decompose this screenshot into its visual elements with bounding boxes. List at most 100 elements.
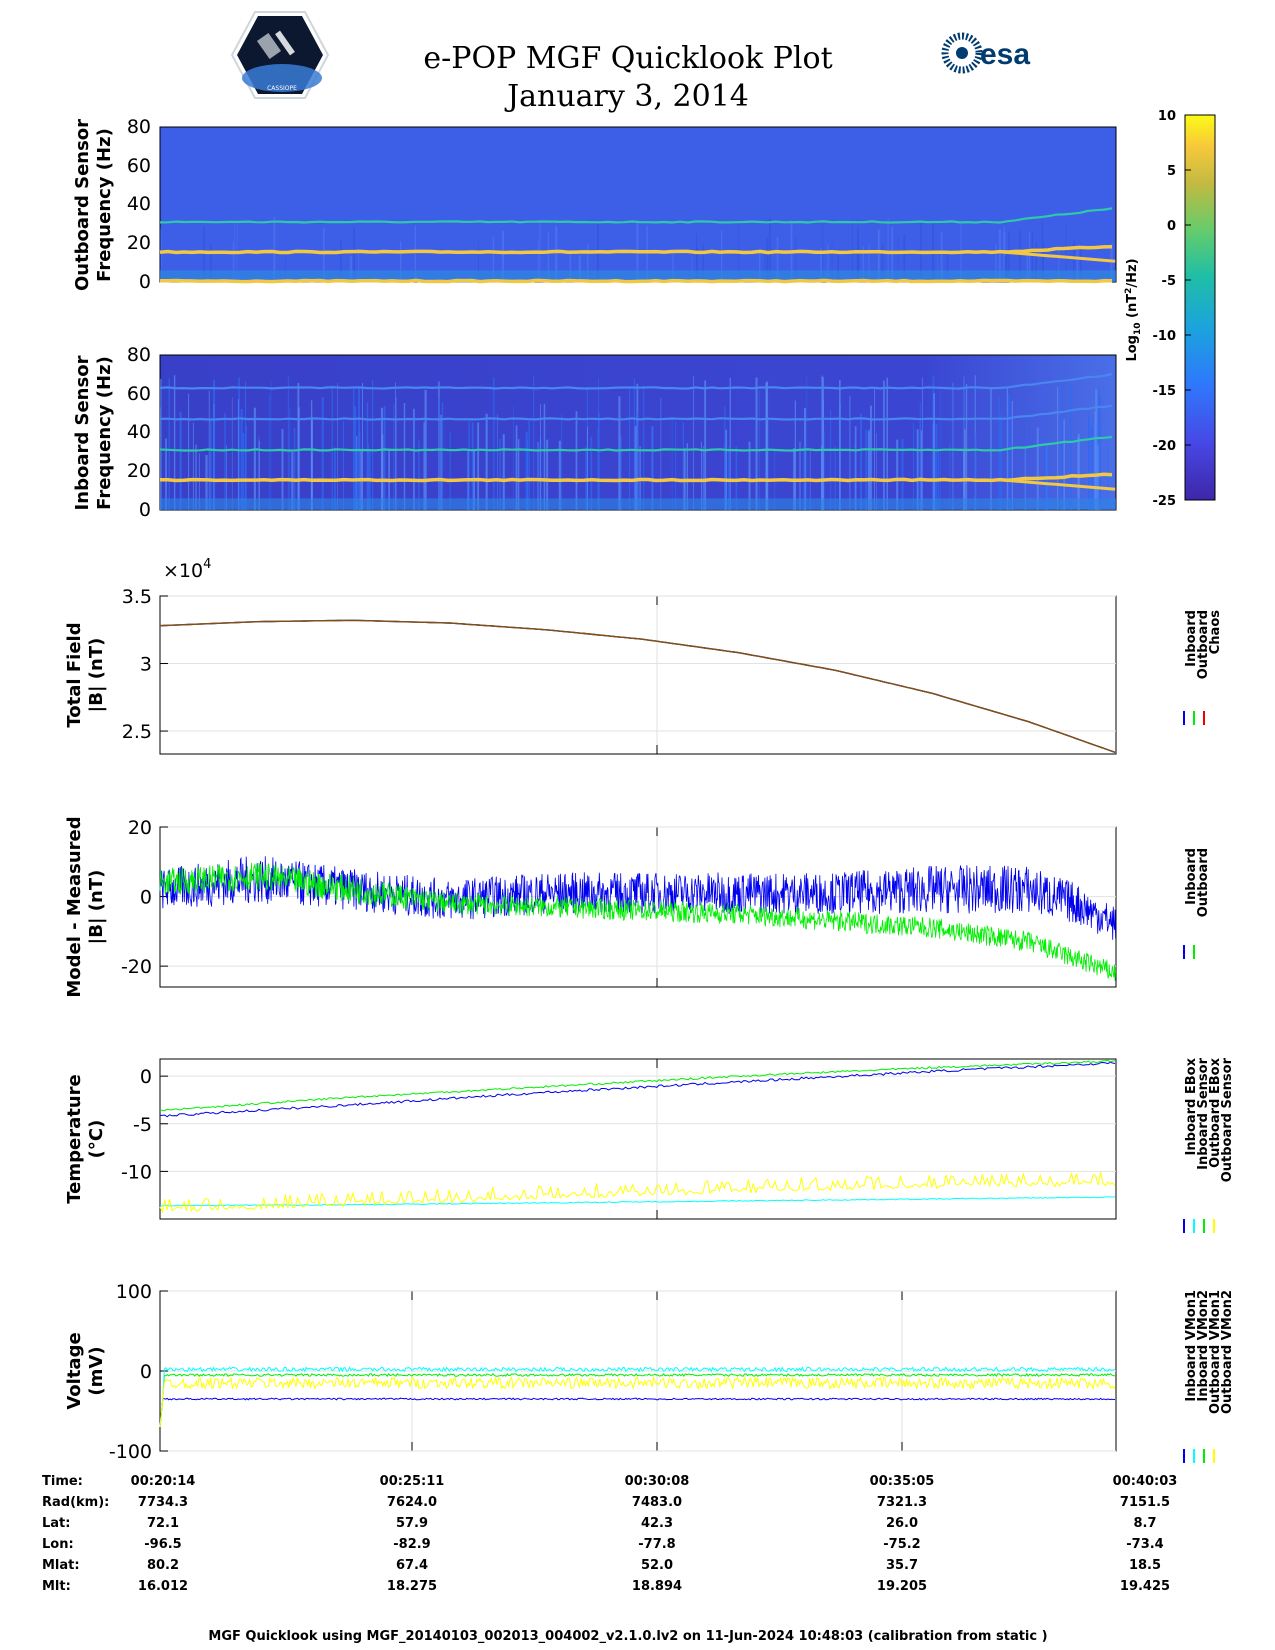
tick-label: 60 [127,383,151,405]
spectrogram-stripe [937,253,938,282]
legend-entry: Inboard Sensor [1196,1057,1211,1169]
legend-entry: Outboard EBox [1208,1057,1223,1167]
spectrogram-stripe [1092,414,1094,510]
spectrogram-stripe [395,396,397,510]
spectrogram-stripe [1094,411,1096,510]
spectrogram-stripe [693,375,694,510]
spectrogram-stripe [1077,433,1080,510]
spectrogram-stripe [1057,386,1059,510]
spectrogram-stripe [881,244,884,282]
ephemeris-cell: -82.9 [393,1537,430,1552]
spectrogram-stripe [1003,226,1005,282]
spectrogram-stripe [232,241,234,282]
spectrogram-stripe [831,240,833,282]
inboard-spectrogram [159,354,1117,511]
tick-label: 60 [127,155,151,177]
spectrogram-stripe [403,403,406,510]
spectrogram-stripe [643,385,645,510]
spectrogram-stripe [598,378,599,510]
spectrogram-stripe [998,229,1001,282]
spectrogram-stripe [675,421,677,510]
tick-label: -100 [109,1441,152,1463]
spectrogram-stripe [383,405,386,510]
spectrogram-stripe [634,426,637,510]
spectrogram-stripe [887,217,889,282]
spectrogram-stripe [323,227,325,282]
spectrogram-stripe [919,402,921,510]
spectrogram-stripe [1098,388,1100,510]
spectrogram-stripe [764,253,766,282]
spectrogram-stripe [449,431,451,510]
spectrogram-stripe [1088,405,1089,510]
spectrogram-stripe [547,231,550,282]
spectral-line-split [1001,478,1116,491]
spectrogram-stripe [205,455,208,510]
spectrogram-stripe [1005,252,1008,282]
total-field-panel: 3.5 3 2.5 Total Field |B| (nT) InboardOutboar… [64,586,1223,755]
colorbar-tick-label: -10 [1153,329,1177,344]
outboard-spectrogram [159,126,1117,284]
spectrogram-stripe [161,232,162,282]
tick-label: 80 [127,116,151,138]
plot-frame [159,1058,1117,1220]
svg-text:CASSIOPE: CASSIOPE [267,85,297,92]
spectrogram-stripe [226,444,227,510]
y-axis-label: Outboard Sensor [72,119,93,291]
spectrogram-stripe [587,426,588,510]
spectrogram-stripe [755,377,758,510]
y-axis-label: Voltage [64,1332,85,1409]
spectrogram-stripe [1065,224,1067,282]
spectrogram-stripe [160,378,162,510]
spectrogram-stripe [546,439,549,510]
tick-label: 20 [127,232,151,254]
spectrogram-stripe [886,377,888,510]
ephemeris-row-label: Time: [42,1474,83,1489]
spectrogram-stripe [701,441,702,510]
spectrogram-stripe [525,431,528,510]
ephemeris-cell: 52.0 [641,1558,673,1573]
tick-label: 0 [140,1066,152,1088]
ephemeris-row-label: Lon: [42,1537,74,1552]
ephemeris-row-label: Rad(km): [42,1495,109,1510]
colorbar-tick-label: -20 [1153,439,1177,454]
spectrogram-stripe [868,244,870,282]
spectrogram-stripe [587,243,589,282]
spectrogram-stripe [281,429,284,510]
spectrogram-stripe [245,425,247,510]
spectrogram-stripe [273,217,276,282]
spectrogram-stripe [485,413,488,510]
legend-entry: Outboard [1196,848,1211,917]
spectrogram-stripe [729,377,731,510]
spectrogram-stripe [776,236,779,282]
spectrogram-stripe [852,218,853,282]
series-line-outboard [159,862,1116,981]
colorbar-tick-label: -25 [1153,494,1177,509]
spectrogram-stripe [964,429,966,510]
spectrogram-stripe [876,432,877,510]
spectrogram-stripe [1008,393,1010,510]
spectrogram-stripe [1029,231,1031,282]
ephemeris-cell: 19.425 [1120,1579,1170,1594]
spectrogram-stripe [441,402,444,510]
ephemeris-cell: 7734.3 [138,1495,188,1510]
tick-label: 40 [127,193,151,215]
esa-logo: esa [941,32,1030,74]
voltage-panel: 100 0 -100 Voltage (mV) Inboard VMon1Inboard … [64,1281,1235,1463]
legend-entry: Inboard VMon1 [1184,1290,1199,1402]
spectrogram-stripe [210,245,212,282]
spectrogram-stripe [827,244,829,282]
spectrogram-stripe [870,405,872,510]
y-axis-label: Inboard Sensor [72,355,93,510]
spectral-line [160,472,1113,483]
spectrogram-stripe [702,446,704,510]
spectral-line [159,435,1113,452]
spectrogram-stripe [242,432,245,510]
spectrogram-stripe [253,407,256,510]
ephemeris-cell: 7483.0 [632,1495,682,1510]
spectrogram-stripe [555,226,558,282]
spectrogram-stripe [1095,389,1098,510]
spectrogram-stripe [897,236,899,282]
y-axis-label: Frequency (Hz) [94,128,115,282]
spectrogram-stripe [413,408,415,510]
